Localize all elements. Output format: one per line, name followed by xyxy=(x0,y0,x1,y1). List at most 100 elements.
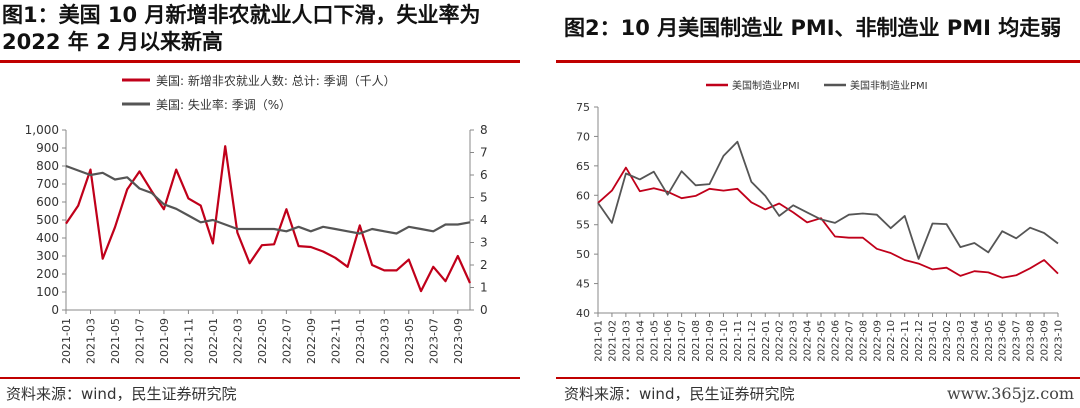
y-left-tick-label: 800 xyxy=(36,159,59,173)
x-tick-label: 2023-10 xyxy=(1054,320,1065,362)
x-tick-label: 2022-05 xyxy=(817,320,828,362)
legend-label: 美国: 新增非农就业人数: 总计: 季调（千人） xyxy=(156,73,396,88)
y-tick-label: 55 xyxy=(576,219,590,232)
y-right-tick-label: 5 xyxy=(480,191,488,205)
x-tick-label: 2023-01 xyxy=(354,318,367,364)
x-tick-label: 2023-01 xyxy=(928,320,939,362)
non-manufacturing-pmi-line xyxy=(597,140,1059,260)
chart-panel-1: 图1：美国 10 月新增非农就业人口下滑，失业率为2022 年 2 月以来新高 … xyxy=(0,0,520,408)
y-right-tick-label: 4 xyxy=(480,213,488,227)
y-right-tick-label: 0 xyxy=(480,303,488,317)
x-tick-label: 2021-05 xyxy=(649,320,660,362)
x-tick-label: 2023-07 xyxy=(427,318,440,364)
x-tick-label: 2021-08 xyxy=(691,320,702,362)
y-right-tick-label: 7 xyxy=(480,146,488,160)
x-tick-label: 2021-03 xyxy=(621,320,632,362)
source-divider-1 xyxy=(0,377,520,379)
x-tick-label: 2023-09 xyxy=(452,318,465,364)
x-tick-label: 2021-10 xyxy=(719,320,730,362)
payrolls-line xyxy=(65,145,472,293)
title-divider-1 xyxy=(0,60,520,63)
y-left-tick-label: 1,000 xyxy=(25,123,59,137)
x-tick-label: 2021-04 xyxy=(635,320,646,362)
x-tick-label: 2023-03 xyxy=(378,318,391,364)
y-left-tick-label: 100 xyxy=(36,285,59,299)
x-tick-label: 2023-02 xyxy=(942,320,953,362)
y-left-tick-label: 500 xyxy=(36,213,59,227)
x-tick-label: 2021-06 xyxy=(663,320,674,362)
x-tick-label: 2023-05 xyxy=(984,320,995,362)
x-tick-label: 2022-01 xyxy=(761,320,772,362)
x-tick-label: 2021-09 xyxy=(705,320,716,362)
x-tick-label: 2022-05 xyxy=(256,318,269,364)
x-tick-label: 2022-03 xyxy=(789,320,800,362)
x-tick-label: 2021-01 xyxy=(60,318,73,364)
x-tick-label: 2023-04 xyxy=(970,320,981,362)
y-tick-label: 50 xyxy=(576,248,590,261)
y-left-tick-label: 0 xyxy=(51,303,59,317)
source-divider-2 xyxy=(556,377,1080,379)
y-tick-label: 45 xyxy=(576,278,590,291)
y-tick-label: 65 xyxy=(576,160,590,173)
y-left-tick-label: 700 xyxy=(36,177,59,191)
x-tick-label: 2021-11 xyxy=(733,320,744,362)
chart-1-svg: 0 100 200 300 400 500 600 700 800 900 1,000 0 1 2 3 4 5 6… xyxy=(25,73,488,364)
x-tick-label: 2021-01 xyxy=(594,320,605,362)
x-tick-label: 2021-07 xyxy=(677,320,688,362)
x-tick-label: 2022-01 xyxy=(207,318,220,364)
y-tick-label: 40 xyxy=(576,307,590,320)
y-left-tick-label: 900 xyxy=(36,141,59,155)
y-tick-label: 60 xyxy=(576,189,590,202)
x-tick-label: 2022-11 xyxy=(900,320,911,362)
y-right-tick-label: 3 xyxy=(480,236,488,250)
manufacturing-pmi-line xyxy=(597,166,1059,279)
y-tick-label: 75 xyxy=(576,101,590,114)
x-tick-label: 2022-04 xyxy=(803,320,814,362)
x-tick-label: 2022-09 xyxy=(305,318,318,364)
chart-title-1: 图1：美国 10 月新增非农就业人口下滑，失业率为2022 年 2 月以来新高 xyxy=(2,3,481,54)
x-tick-label: 2021-12 xyxy=(747,320,758,362)
title-divider-2 xyxy=(556,60,1080,63)
y-right-tick-label: 1 xyxy=(480,281,488,295)
legend-label: 美国非制造业PMI xyxy=(850,79,928,92)
y-right-tick-label: 8 xyxy=(480,123,488,137)
x-tick-label: 2021-05 xyxy=(109,318,122,364)
x-tick-label: 2023-03 xyxy=(956,320,967,362)
x-tick-label: 2022-07 xyxy=(844,320,855,362)
chart-title-2: 图2：10 月美国制造业 PMI、非制造业 PMI 均走弱 xyxy=(564,16,1062,40)
source-note-2: 资料来源：wind，民生证券研究院 xyxy=(564,385,795,403)
x-tick-label: 2022-12 xyxy=(914,320,925,362)
x-tick-label: 2022-08 xyxy=(858,320,869,362)
x-tick-label: 2022-10 xyxy=(886,320,897,362)
y-left-tick-label: 600 xyxy=(36,195,59,209)
x-tick-label: 2023-06 xyxy=(998,320,1009,362)
x-tick-label: 2023-05 xyxy=(403,318,416,364)
x-tick-label: 2021-11 xyxy=(182,318,195,364)
y-left-tick-label: 400 xyxy=(36,231,59,245)
x-tick-label: 2021-09 xyxy=(158,318,171,364)
x-tick-label: 2022-07 xyxy=(280,318,293,364)
x-tick-label: 2021-07 xyxy=(133,318,146,364)
x-tick-label: 2022-09 xyxy=(872,320,883,362)
legend-label: 美国: 失业率: 季调（%） xyxy=(156,97,291,112)
x-tick-label: 2021-03 xyxy=(84,318,97,364)
y-left-tick-label: 200 xyxy=(36,267,59,281)
y-right-tick-label: 2 xyxy=(480,258,488,272)
chart-panel-2: 图2：10 月美国制造业 PMI、非制造业 PMI 均走弱 40 45 50 55 60… xyxy=(556,0,1080,408)
y-tick-label: 70 xyxy=(576,130,590,143)
y-left-tick-label: 300 xyxy=(36,249,59,263)
y-right-tick-label: 6 xyxy=(480,168,488,182)
x-tick-label: 2023-09 xyxy=(1040,320,1051,362)
x-tick-label: 2022-06 xyxy=(830,320,841,362)
x-tick-label: 2022-02 xyxy=(775,320,786,362)
x-tick-label: 2022-11 xyxy=(329,318,342,364)
unemployment-line xyxy=(65,164,471,235)
x-tick-label: 2023-08 xyxy=(1026,320,1037,362)
x-tick-label: 2021-02 xyxy=(607,320,618,362)
source-note-1: 资料来源：wind，民生证券研究院 xyxy=(6,385,237,403)
legend-label: 美国制造业PMI xyxy=(732,79,800,92)
watermark: www.365jz.com xyxy=(946,384,1074,403)
x-tick-label: 2023-07 xyxy=(1012,320,1023,362)
x-tick-label: 2022-03 xyxy=(231,318,244,364)
